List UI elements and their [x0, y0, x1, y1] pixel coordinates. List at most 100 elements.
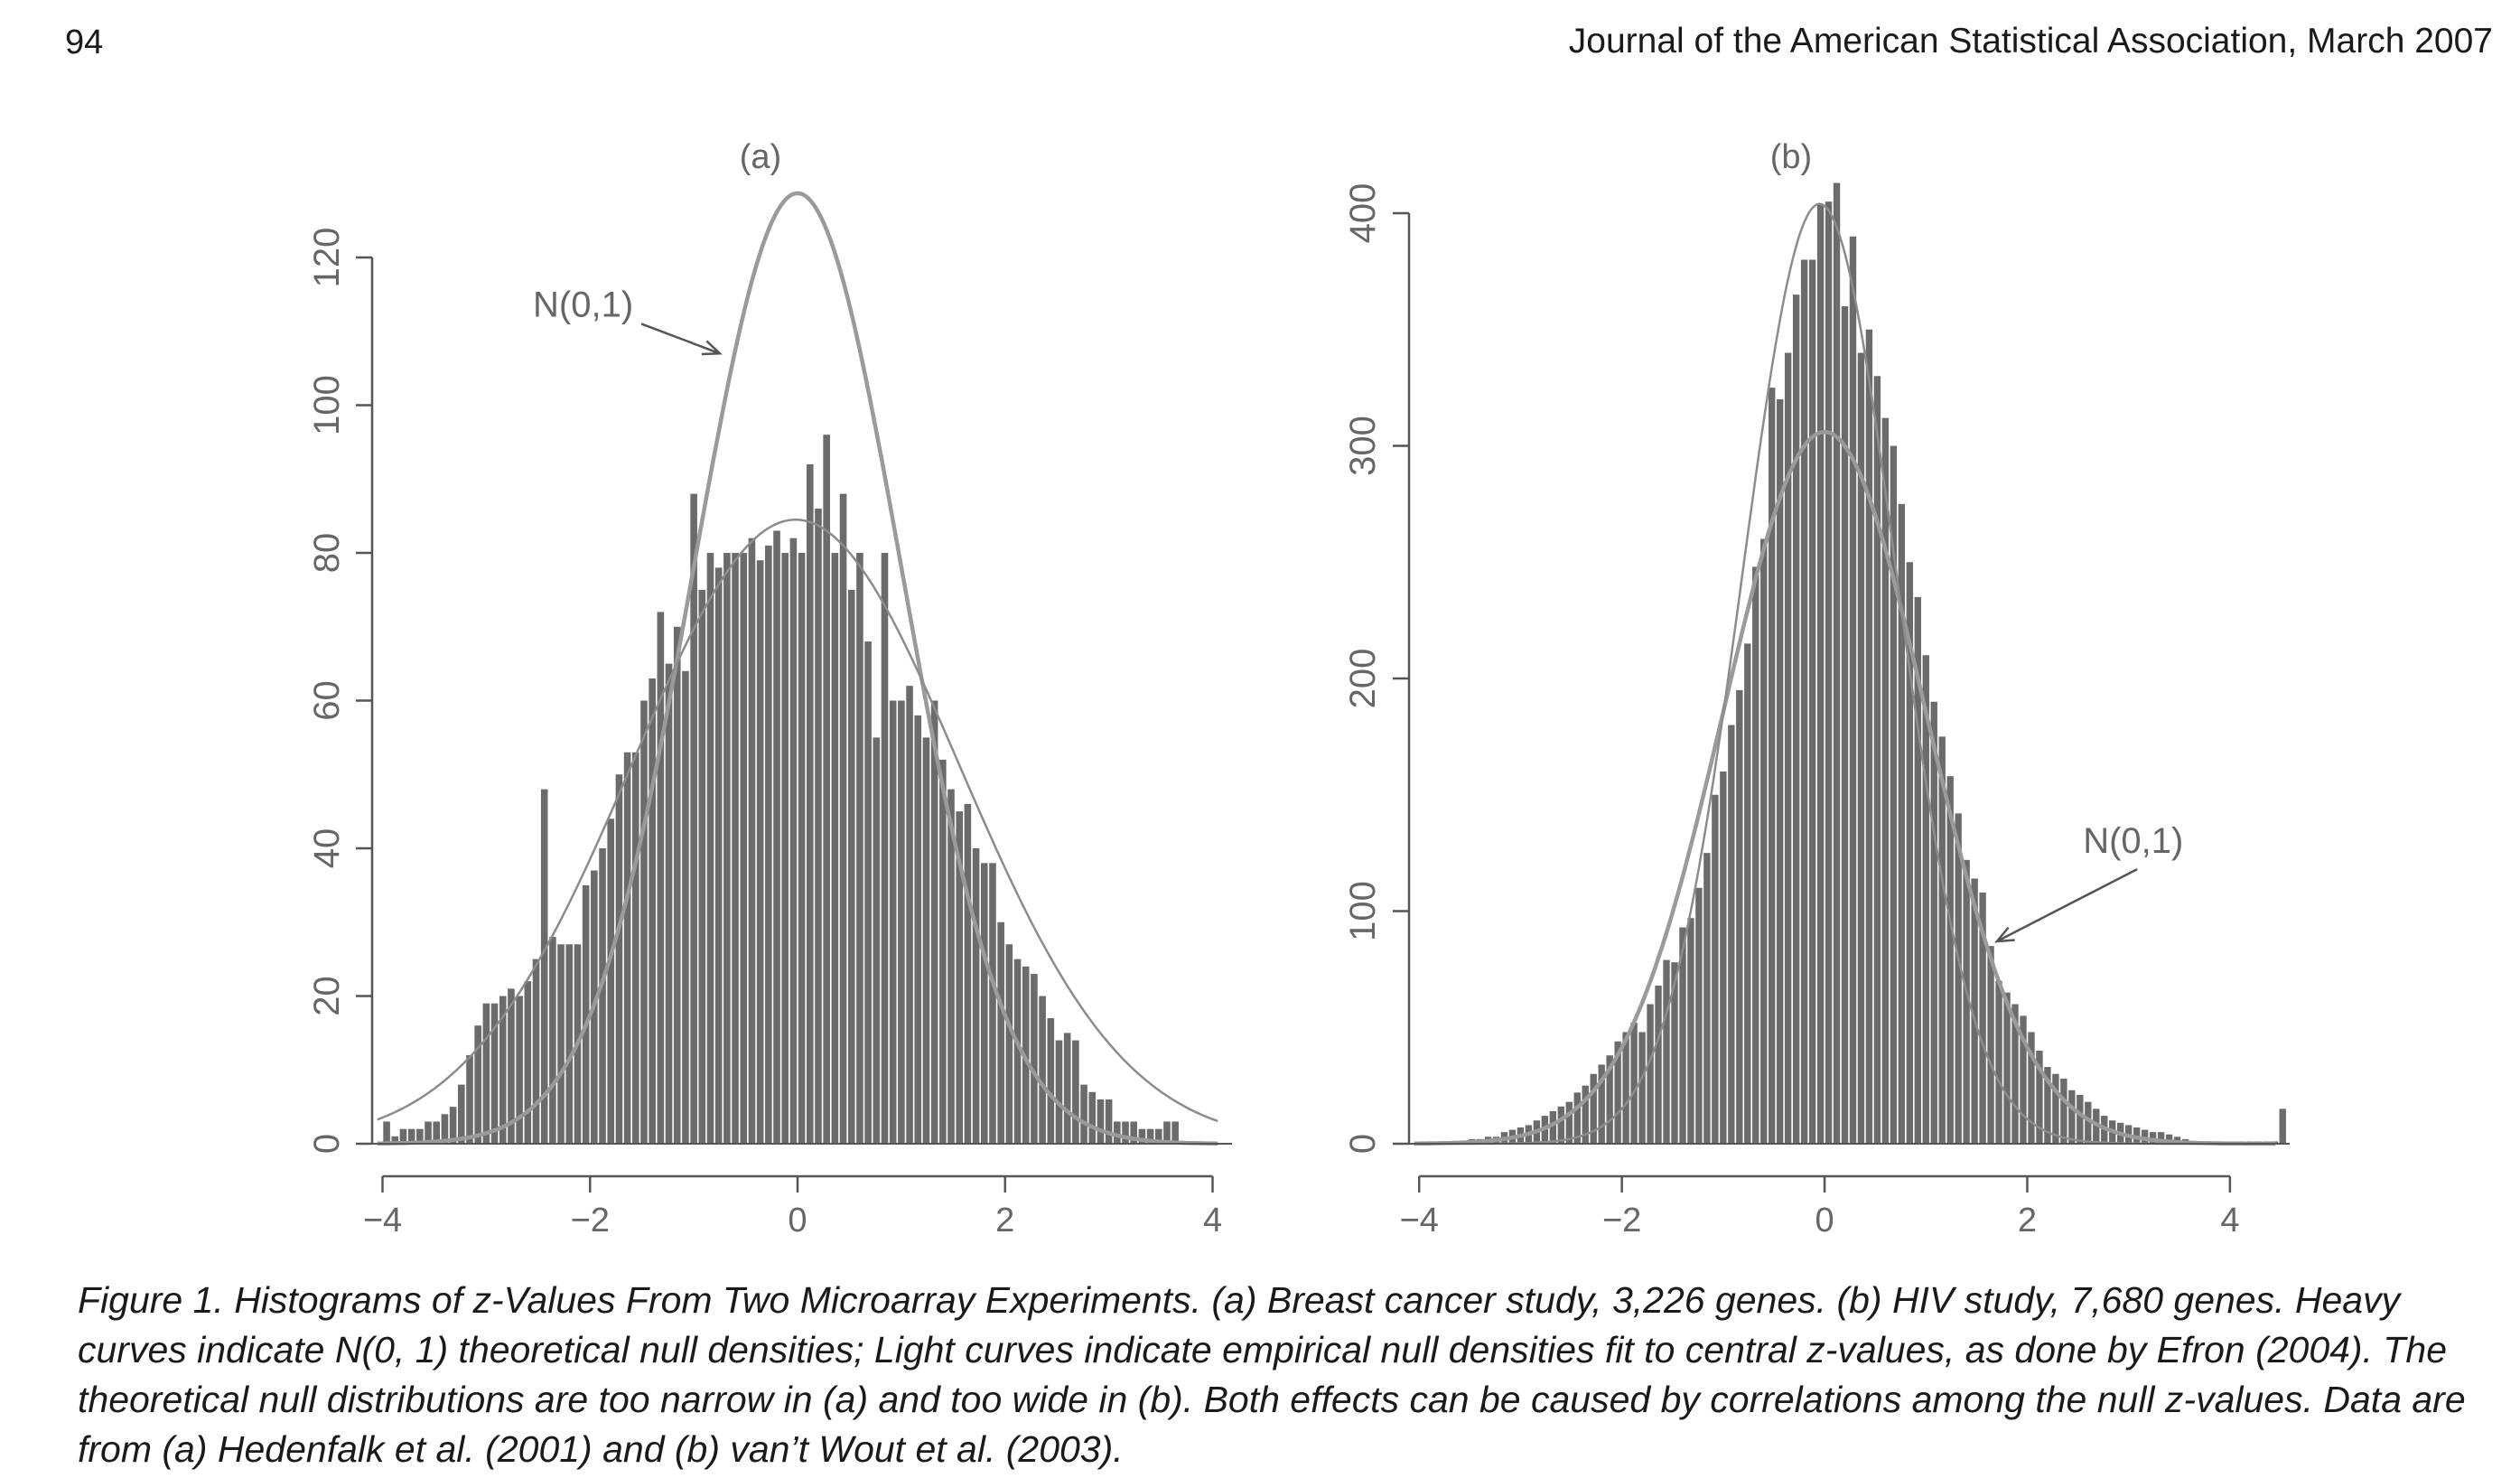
y-tick-label: 100 — [307, 375, 347, 435]
histogram-bar — [1655, 985, 1662, 1144]
histogram-bar — [657, 612, 665, 1144]
histogram-bar — [690, 493, 697, 1144]
x-tick-label: 4 — [1203, 1202, 1222, 1239]
histogram-bar — [1833, 182, 1841, 1144]
histogram-bar — [823, 435, 830, 1144]
histogram-bar — [1598, 1064, 1605, 1144]
histogram-bar — [906, 686, 913, 1144]
y-tick-label: 300 — [1343, 416, 1383, 476]
histogram-bar — [631, 752, 639, 1144]
histogram-bar — [881, 553, 889, 1144]
x-tick-label: 2 — [2018, 1202, 2037, 1239]
histogram-bar — [748, 538, 756, 1144]
histogram-bar — [1752, 566, 1759, 1144]
histogram-bar — [1088, 1091, 1097, 1144]
histogram-bar — [1671, 962, 1678, 1144]
histogram-bar — [1638, 1032, 1646, 1144]
page-number: 94 — [65, 23, 104, 61]
histogram-bar — [1987, 946, 1994, 1144]
histogram-bar — [956, 811, 964, 1144]
histogram-bar — [665, 663, 673, 1144]
histogram-bar — [1784, 352, 1792, 1144]
histogram-bar — [839, 493, 847, 1144]
caption-line: from (a) Hedenfalk et al. (2001) and (b)… — [78, 1428, 1124, 1470]
histogram-bar — [2085, 1101, 2092, 1144]
x-tick-label: −2 — [571, 1202, 610, 1239]
histogram-bar — [615, 774, 623, 1144]
histogram-bar — [1622, 1032, 1629, 1144]
histogram-bar — [740, 553, 748, 1144]
histogram-bar — [1154, 1128, 1162, 1144]
histogram-bar — [1647, 1004, 1654, 1144]
histogram-bar — [1825, 201, 1833, 1144]
histogram-bar — [425, 1121, 432, 1144]
histogram-bar — [1857, 352, 1865, 1144]
histogram-bar — [1776, 399, 1784, 1144]
histogram-bar — [889, 700, 897, 1144]
histogram-bar — [1712, 794, 1719, 1144]
histogram-bar — [980, 863, 988, 1144]
histogram-bar — [1097, 1099, 1105, 1144]
theoretical-null-curve — [377, 191, 1218, 1146]
histogram-bar — [557, 944, 565, 1144]
histogram-bar — [1769, 388, 1776, 1144]
histogram-bar — [649, 678, 656, 1144]
histogram-bar — [549, 937, 556, 1144]
histogram-bar — [815, 508, 822, 1144]
annotation-arrow — [640, 323, 721, 355]
histogram-bar — [1792, 295, 1800, 1144]
histogram-bar — [1031, 973, 1038, 1144]
histogram-bar — [856, 553, 863, 1144]
histogram-bar — [2060, 1078, 2067, 1144]
histogram-bar — [565, 944, 574, 1144]
histogram-bar — [831, 553, 839, 1144]
histogram-bar — [407, 1128, 415, 1144]
histogram-bar — [1890, 445, 1898, 1144]
x-tick-label: −4 — [363, 1202, 402, 1239]
y-tick-label: 120 — [307, 228, 347, 288]
histogram-bar — [1687, 918, 1694, 1144]
histogram-bar — [1047, 1018, 1055, 1144]
annotation-arrowhead — [1993, 926, 2015, 943]
histogram-bar — [1072, 1040, 1079, 1144]
histogram-bar — [2052, 1073, 2059, 1144]
histogram-bar — [607, 819, 615, 1144]
histogram-bar — [508, 988, 515, 1144]
histogram-bar — [391, 1136, 399, 1144]
histogram-bar — [1760, 538, 1768, 1144]
histogram-bar — [1881, 417, 1890, 1145]
panel-b-hiv-histogram: (b) −4 −2 0 2 4 0 100 200 300 400 N(0,1) — [1343, 138, 2290, 1239]
x-tick-label: −2 — [1602, 1202, 1641, 1239]
histogram-bar — [1744, 643, 1751, 1144]
y-tick-label: 20 — [307, 976, 347, 1016]
histogram-bar — [1063, 1033, 1071, 1144]
histogram-bar — [864, 641, 872, 1144]
empirical-null-curve — [377, 518, 1218, 1123]
histogram-bar — [1873, 376, 1881, 1144]
histogram-bar — [723, 553, 731, 1144]
x-tick-label: −4 — [1400, 1202, 1439, 1239]
x-tick-label: 0 — [788, 1202, 807, 1239]
histogram-bar — [1736, 689, 1743, 1144]
x-tick-label: 2 — [995, 1202, 1014, 1239]
histogram-bar — [640, 700, 648, 1144]
histogram-bar — [1590, 1073, 1597, 1144]
histogram-bar — [714, 567, 723, 1144]
histogram-bar — [1849, 236, 1857, 1144]
histogram-bar — [2165, 1134, 2173, 1144]
histogram-bar — [499, 996, 507, 1144]
histogram-bar — [449, 1107, 457, 1144]
histogram-bar — [972, 848, 980, 1144]
histogram-bar — [1146, 1128, 1154, 1144]
histogram-bar — [914, 715, 922, 1144]
histogram-bar — [466, 1054, 473, 1144]
histogram-bar — [1922, 655, 1929, 1144]
histogram-bar — [798, 553, 806, 1144]
y-tick-label: 100 — [1343, 881, 1383, 941]
histogram-bar — [1808, 259, 1816, 1144]
histogram-bar — [1955, 813, 1962, 1144]
histogram-bar — [1130, 1121, 1137, 1144]
histogram-bar — [706, 553, 714, 1144]
